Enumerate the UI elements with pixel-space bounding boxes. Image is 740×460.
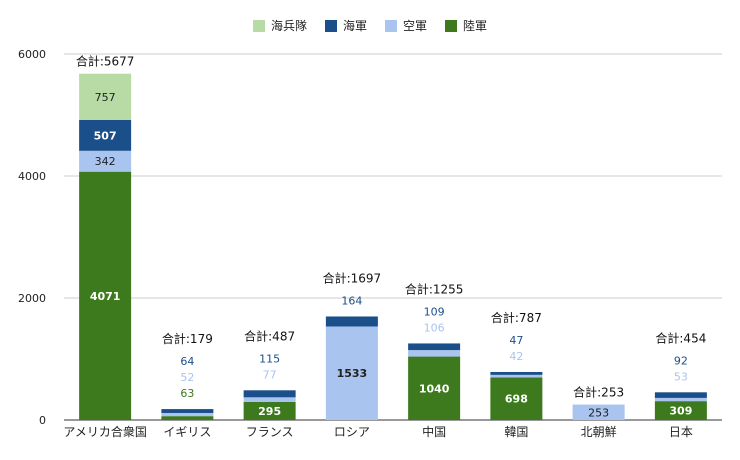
data-label: 53 <box>674 370 688 383</box>
legend: 海兵隊 海軍 空軍 陸軍 <box>0 17 740 34</box>
bar-segment <box>79 119 132 151</box>
data-label: 42 <box>509 350 523 363</box>
data-label: 64 <box>180 355 194 368</box>
data-label: 106 <box>424 321 445 334</box>
x-tick-label: フランス <box>246 425 294 439</box>
bar-segment <box>325 326 378 420</box>
legend-swatch <box>445 19 458 32</box>
data-label: 757 <box>95 91 116 104</box>
data-label: 253 <box>588 406 609 419</box>
legend-swatch <box>385 19 397 32</box>
total-label: 合計:179 <box>162 331 213 346</box>
legend-label: 海軍 <box>342 19 367 33</box>
data-label: 92 <box>674 354 688 367</box>
x-tick-label: ロシア <box>334 425 370 439</box>
bar-segment <box>490 371 543 375</box>
data-label: 4071 <box>90 290 121 303</box>
bar-segment <box>79 73 132 120</box>
bar-segment <box>79 150 132 172</box>
y-tick-label: 0 <box>39 414 46 427</box>
data-label: 507 <box>94 129 117 142</box>
legend-label: 陸軍 <box>463 19 488 33</box>
total-label: 合計:787 <box>491 310 542 325</box>
data-label: 47 <box>509 334 523 347</box>
data-label: 1040 <box>419 382 450 395</box>
legend-label: 空軍 <box>403 19 428 33</box>
legend-item: 陸軍 <box>445 17 487 34</box>
data-label: 63 <box>180 387 194 400</box>
bar-segment <box>243 402 296 420</box>
legend-item: 海軍 <box>324 17 367 34</box>
total-label: 合計:454 <box>655 330 706 345</box>
y-tick-label: 4000 <box>18 170 46 183</box>
legend-item: 空軍 <box>385 17 427 34</box>
x-tick-label: 中国 <box>422 424 446 439</box>
bar-segment <box>654 401 707 420</box>
data-label: 115 <box>259 352 280 365</box>
data-label: 342 <box>95 155 116 168</box>
total-label: 合計:5677 <box>76 54 135 69</box>
bar-segment <box>654 397 707 402</box>
x-tick-label: アメリカ合衆国 <box>63 424 146 439</box>
x-tick-label: 日本 <box>669 425 693 439</box>
data-label: 295 <box>258 405 281 418</box>
bar-segment <box>79 171 132 420</box>
bar-segment <box>572 404 625 420</box>
bar-segment <box>490 377 543 420</box>
bar-segment <box>490 374 543 378</box>
bar-segment <box>161 409 214 413</box>
data-label: 309 <box>669 405 692 418</box>
total-label: 合計:253 <box>573 385 624 400</box>
legend-item: 海兵隊 <box>252 17 307 34</box>
bar-segment <box>408 343 461 351</box>
total-label: 合計:1697 <box>323 270 382 285</box>
bar-segment <box>325 316 378 327</box>
data-label: 77 <box>263 368 277 381</box>
data-label: 109 <box>424 305 445 318</box>
bar-segment <box>408 350 461 357</box>
bar-segment <box>408 356 461 420</box>
data-label: 698 <box>505 393 528 406</box>
bar-segment <box>243 397 296 403</box>
x-tick-label: イギリス <box>163 425 211 439</box>
y-tick-label: 6000 <box>18 48 46 61</box>
bar-segment <box>161 412 214 417</box>
data-label: 164 <box>341 294 362 307</box>
total-label: 合計:1255 <box>405 281 464 296</box>
bar-segment <box>161 416 214 420</box>
x-tick-label: 北朝鮮 <box>581 425 617 439</box>
legend-swatch <box>324 19 337 32</box>
bar-segment <box>243 390 296 398</box>
legend-label: 海兵隊 <box>270 19 307 33</box>
data-label: 1533 <box>337 367 368 380</box>
bar-segment <box>654 392 707 398</box>
x-tick-label: 韓国 <box>504 425 528 439</box>
legend-swatch <box>252 19 265 32</box>
total-label: 合計:487 <box>244 328 295 343</box>
y-tick-label: 2000 <box>18 292 46 305</box>
data-label: 52 <box>180 371 194 384</box>
